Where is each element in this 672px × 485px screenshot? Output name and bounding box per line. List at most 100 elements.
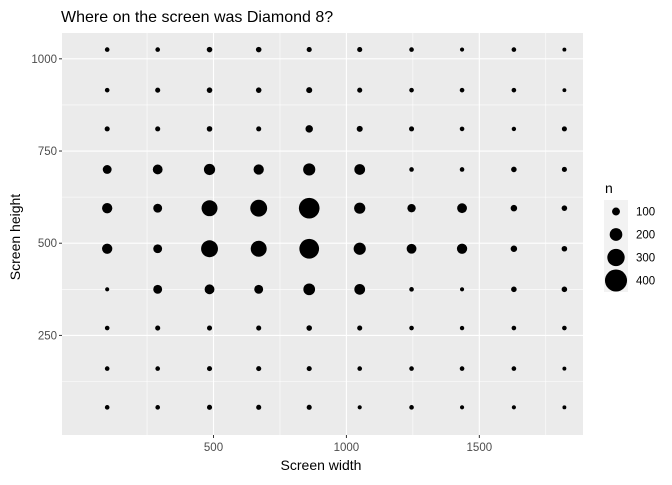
data-point (511, 166, 517, 173)
data-point (305, 125, 313, 133)
data-point (255, 87, 262, 93)
data-point (256, 404, 262, 410)
data-point (357, 405, 362, 410)
data-point (561, 286, 568, 293)
data-point (206, 325, 213, 331)
data-point (206, 126, 213, 132)
y-tick-label: 750 (38, 146, 57, 158)
data-point (152, 164, 163, 175)
data-point (562, 325, 567, 331)
data-point (104, 126, 110, 132)
data-point (511, 47, 517, 52)
data-point (155, 87, 161, 93)
data-point (562, 366, 567, 371)
data-point (409, 325, 414, 331)
data-point (250, 240, 267, 257)
data-point (306, 325, 312, 331)
data-point (459, 325, 465, 331)
data-point (511, 286, 517, 293)
data-point (459, 126, 465, 132)
data-point (306, 47, 312, 53)
data-point (562, 405, 567, 410)
data-point (353, 242, 366, 255)
data-point (357, 366, 363, 371)
legend-key-point (609, 228, 623, 241)
data-point (561, 126, 567, 132)
legend-key-point (604, 269, 628, 292)
data-point (356, 125, 363, 132)
data-point (253, 164, 264, 175)
legend-label: 400 (636, 276, 655, 288)
data-point (409, 366, 414, 371)
data-point (153, 244, 163, 254)
data-point (456, 243, 468, 254)
data-point (201, 200, 218, 217)
legend-label: 100 (636, 207, 655, 219)
data-point (102, 203, 113, 214)
data-point (250, 199, 268, 217)
data-point (459, 47, 465, 52)
data-point (105, 287, 110, 292)
y-tick-label: 1000 (31, 54, 57, 66)
legend-label: 300 (636, 253, 655, 265)
data-point (457, 203, 467, 214)
data-point (511, 366, 517, 371)
data-point (357, 87, 363, 93)
data-point (104, 405, 110, 410)
data-point (407, 203, 416, 213)
data-point (206, 87, 213, 93)
data-point (459, 167, 465, 172)
data-point (299, 238, 320, 259)
data-point (102, 243, 113, 254)
grid-lines (62, 33, 583, 435)
legend-items: 100 200 300 400 (604, 200, 655, 292)
data-point (354, 164, 366, 175)
x-tick-label: 1500 (467, 442, 493, 454)
data-point (155, 126, 161, 132)
data-point (256, 325, 262, 331)
data-point (102, 165, 112, 174)
y-tick-label: 500 (38, 238, 57, 250)
data-point (153, 284, 163, 294)
data-point (155, 405, 161, 410)
data-point (409, 126, 415, 132)
data-point (306, 404, 312, 410)
data-point (204, 284, 215, 295)
data-point (298, 197, 320, 219)
x-axis-title: Screen width (281, 457, 362, 473)
y-axis: 250 500 750 1000 (31, 54, 62, 342)
data-point (155, 325, 161, 331)
data-point (459, 405, 465, 410)
data-point (354, 202, 366, 214)
data-point (510, 204, 518, 212)
data-point (409, 167, 414, 172)
data-point (206, 46, 213, 53)
data-point (357, 47, 363, 53)
data-point (254, 284, 264, 294)
legend-key-point (607, 248, 625, 267)
data-point (256, 366, 262, 372)
data-point (511, 405, 516, 410)
data-point (511, 87, 517, 93)
legend-label: 200 (636, 230, 655, 242)
data-point (306, 366, 312, 372)
data-point (409, 47, 414, 52)
data-points (102, 46, 568, 410)
x-axis: 500 1000 1500 (204, 435, 492, 454)
legend-title: n (605, 180, 613, 196)
data-point (459, 366, 465, 371)
legend: n 100 200 300 400 (604, 180, 655, 292)
data-point (354, 283, 366, 295)
x-tick-label: 500 (204, 442, 223, 454)
data-point (306, 87, 313, 94)
data-point (561, 245, 568, 252)
data-point (104, 366, 110, 371)
data-point (201, 240, 218, 258)
data-point (510, 245, 518, 253)
data-point (511, 126, 517, 132)
data-point (206, 404, 213, 410)
data-point (255, 46, 262, 53)
data-point (155, 366, 161, 371)
